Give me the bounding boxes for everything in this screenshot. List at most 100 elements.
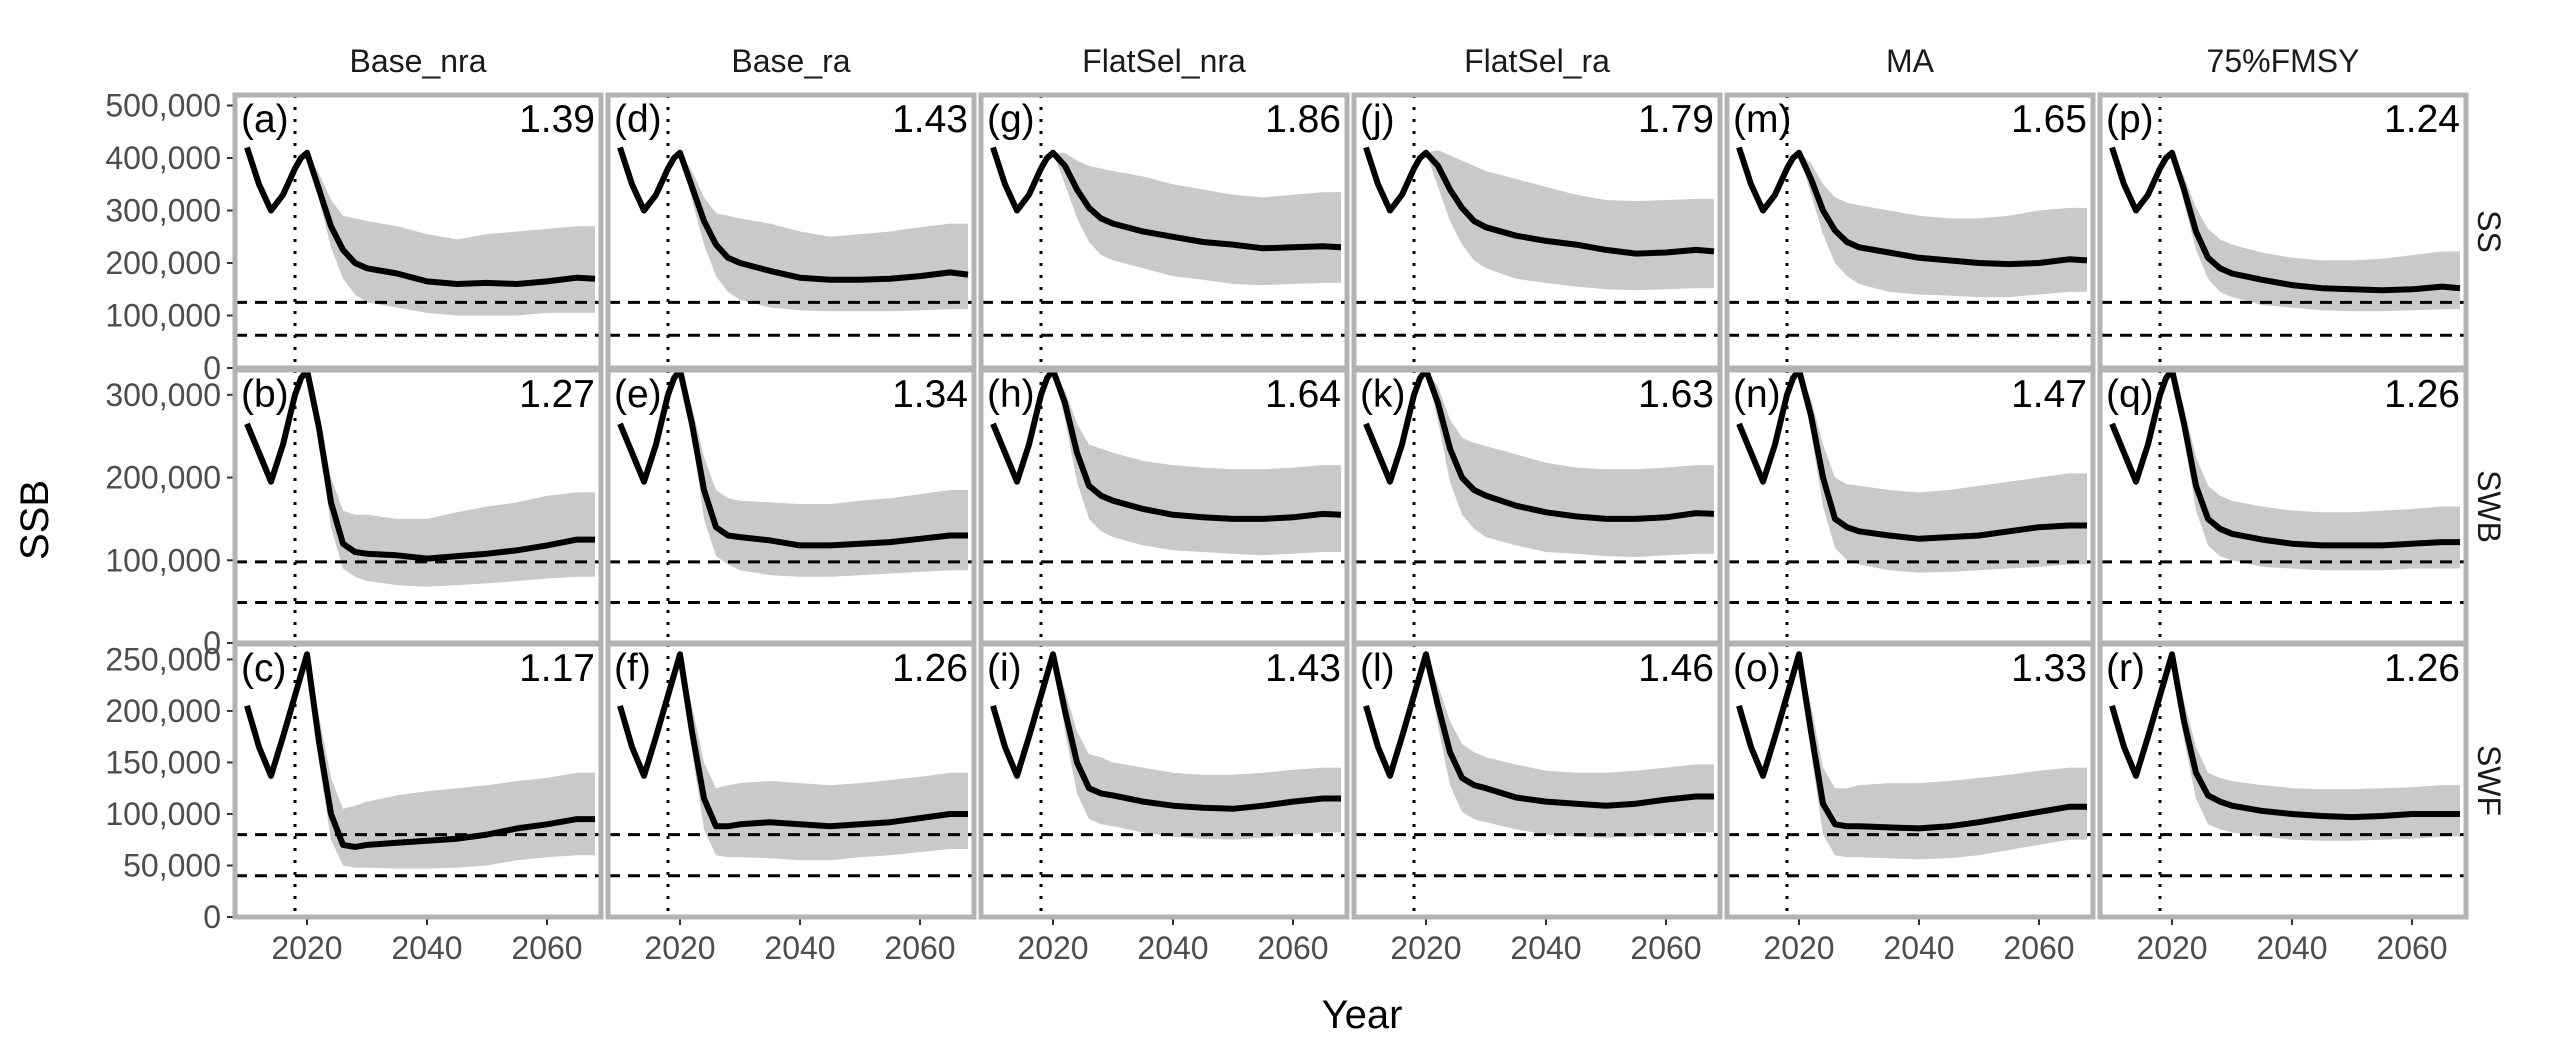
x-tick-label: 2020 xyxy=(2136,930,2207,966)
y-tick-label: 300,000 xyxy=(105,377,221,413)
median-line xyxy=(1736,146,2088,268)
median-line xyxy=(244,146,596,287)
panel-tag: (o) xyxy=(1733,647,1781,690)
panel-r: (r) 1.26 xyxy=(2097,641,2469,920)
panel-n: (n) 1.47 xyxy=(1724,367,2096,646)
x-tick-label: 2060 xyxy=(2376,930,2447,966)
panel-tag: (g) xyxy=(987,98,1035,141)
y-tick-label: 0 xyxy=(203,625,221,661)
column-label-ma: MA xyxy=(1886,43,1935,79)
uncertainty-band xyxy=(680,654,968,861)
panel-g: (g) 1.86 xyxy=(978,92,1350,371)
uncertainty-band xyxy=(1799,370,2087,573)
median-line xyxy=(1363,370,1715,522)
y-tick-label: 100,000 xyxy=(105,298,221,334)
median-line xyxy=(990,146,1342,252)
panel-ratio: 1.26 xyxy=(2384,647,2460,690)
panel-ratio: 1.79 xyxy=(1638,98,1714,141)
panel-tag: (b) xyxy=(241,373,289,416)
row-label-swf: SWF xyxy=(2471,745,2507,816)
y-tick-label: 200,000 xyxy=(105,245,221,281)
median-line xyxy=(990,370,1342,522)
y-tick-label: 300,000 xyxy=(105,193,221,229)
panel-tag: (n) xyxy=(1733,373,1781,416)
panel-background xyxy=(2100,95,2466,368)
median-line xyxy=(1363,651,1714,809)
y-tick-label: 100,000 xyxy=(105,542,221,578)
uncertainty-band xyxy=(1053,654,1341,840)
x-tick-label: 2040 xyxy=(391,930,462,966)
panel-p: (p) 1.24 xyxy=(2097,92,2469,371)
x-tick-label: 2060 xyxy=(1257,930,1328,966)
y-tick-label: 150,000 xyxy=(105,744,221,780)
panels-layer: Base_nra Base_ra FlatSel_nra FlatSel_ra MA 75… xyxy=(105,43,2507,966)
panel-c: (c) 1.17 xyxy=(232,641,604,920)
panel-ratio: 1.24 xyxy=(2384,98,2460,141)
panel-ratio: 1.46 xyxy=(1638,647,1714,690)
panel-ratio: 1.33 xyxy=(2011,647,2087,690)
panel-tag: (i) xyxy=(987,647,1022,690)
panel-border xyxy=(2097,641,2469,920)
panel-ratio: 1.27 xyxy=(519,373,595,416)
panel-background xyxy=(2100,370,2466,643)
panel-ratio: 1.17 xyxy=(519,647,595,690)
x-tick-label: 2040 xyxy=(2256,930,2327,966)
y-tick-label: 200,000 xyxy=(105,693,221,729)
uncertainty-band xyxy=(1799,654,2087,860)
median-line xyxy=(1736,370,2087,542)
panel-tag: (j) xyxy=(1360,98,1395,141)
panel-q: (q) 1.26 xyxy=(2097,367,2469,646)
panel-ratio: 1.43 xyxy=(1265,647,1341,690)
uncertainty-band xyxy=(1426,370,1714,557)
column-label-base-nra: Base_nra xyxy=(350,43,487,79)
y-tick-label: 250,000 xyxy=(105,641,221,677)
y-tick-label: 0 xyxy=(203,899,221,935)
panel-a: (a) 1.39 xyxy=(232,92,604,371)
uncertainty-band xyxy=(1053,370,1341,556)
panel-k: (k) 1.63 xyxy=(1351,367,1723,646)
panel-border xyxy=(1724,641,2096,920)
y-tick-label: 400,000 xyxy=(105,140,221,176)
panel-i: (i) 1.43 xyxy=(978,641,1350,920)
uncertainty-band xyxy=(680,370,968,577)
panel-tag: (r) xyxy=(2106,647,2145,690)
panel-o: (o) 1.33 xyxy=(1724,641,2096,920)
median-line xyxy=(1363,146,1715,257)
uncertainty-band xyxy=(2172,152,2460,312)
panel-border xyxy=(1351,641,1723,920)
y-tick-label: 500,000 xyxy=(105,88,221,124)
panel-ratio: 1.26 xyxy=(2384,373,2460,416)
x-tick-label: 2060 xyxy=(884,930,955,966)
median-line xyxy=(617,651,968,830)
median-line xyxy=(244,370,595,562)
median-line xyxy=(244,651,595,850)
uncertainty-band xyxy=(307,152,595,316)
y-axis-title: SSB xyxy=(13,480,57,560)
x-tick-label: 2020 xyxy=(1390,930,1461,966)
column-label-flatsel-nra: FlatSel_nra xyxy=(1082,43,1246,79)
x-tick-label: 2020 xyxy=(644,930,715,966)
panel-tag: (a) xyxy=(241,98,289,141)
y-tick-label: 100,000 xyxy=(105,796,221,832)
x-tick-label: 2020 xyxy=(1763,930,1834,966)
uncertainty-band xyxy=(2172,370,2460,571)
median-line xyxy=(2109,146,2461,294)
x-tick-label: 2040 xyxy=(1510,930,1581,966)
panel-ratio: 1.65 xyxy=(2011,98,2087,141)
y-tick-label: 50,000 xyxy=(123,847,221,883)
x-tick-label: 2040 xyxy=(764,930,835,966)
panel-ratio: 1.47 xyxy=(2011,373,2087,416)
panel-tag: (m) xyxy=(1733,98,1791,141)
panel-border xyxy=(605,641,977,920)
uncertainty-band xyxy=(307,654,595,869)
panel-e: (e) 1.34 xyxy=(605,367,977,646)
panel-ratio: 1.63 xyxy=(1638,373,1714,416)
x-tick-label: 2060 xyxy=(511,930,582,966)
x-tick-label: 2040 xyxy=(1137,930,1208,966)
median-line xyxy=(617,370,968,549)
uncertainty-band xyxy=(680,152,968,312)
x-tick-label: 2040 xyxy=(1883,930,1954,966)
median-line xyxy=(990,651,1341,812)
row-label-swb: SWB xyxy=(2471,470,2507,543)
